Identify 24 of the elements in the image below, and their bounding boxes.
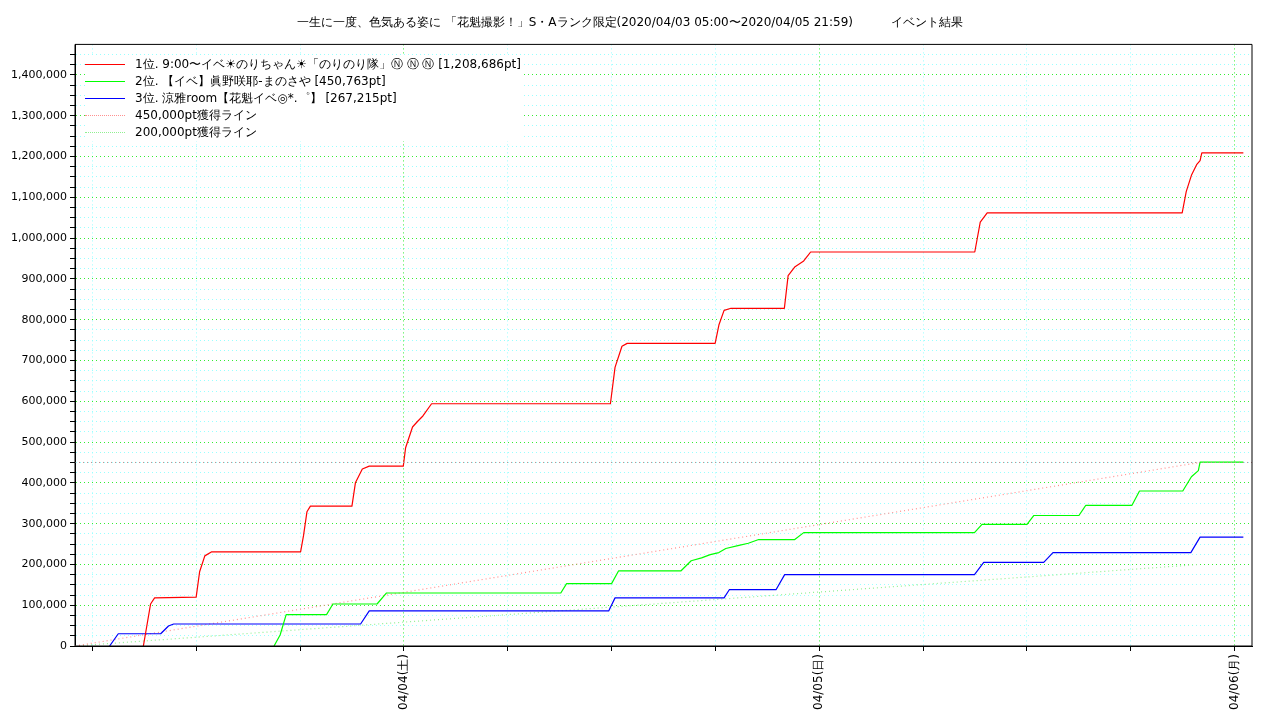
legend-label: 200,000pt獲得ライン: [135, 124, 257, 142]
x-tick-label: 04/06(月): [1226, 654, 1241, 710]
y-tick-label: 500,000: [21, 434, 67, 448]
chart-title: 一生に一度、色気ある姿に 「花魁撮影！」S・Aランク限定(2020/04/03 05:00〜2020/04/05 21:59) イベント結果: [296, 15, 964, 30]
y-tick-label: 700,000: [21, 353, 67, 367]
y-tick-label: 400,000: [21, 475, 67, 489]
y-tick-label: 1,200,000: [11, 149, 67, 163]
legend-label: 1位. 9:00〜イベ☀のりちゃん☀「のりのり隊」Ⓝ Ⓝ Ⓝ [1,208,686pt]: [135, 56, 521, 74]
y-tick-label: 1,100,000: [11, 190, 67, 204]
x-tick-label: 04/05(日): [811, 654, 826, 710]
y-tick-label: 200,000: [21, 557, 67, 571]
y-tick-label: 100,000: [21, 598, 67, 612]
legend-label: 450,000pt獲得ライン: [135, 107, 257, 125]
y-tick-label: 1,400,000: [11, 67, 67, 81]
y-tick-label: 800,000: [21, 312, 67, 326]
legend-label: 2位. 【イベ】眞野咲耶-まのさや [450,763pt]: [135, 73, 386, 91]
x-tick-label: 04/04(土): [395, 654, 410, 710]
y-tick-label: 1,300,000: [11, 108, 67, 122]
y-tick-label: 900,000: [21, 271, 67, 285]
y-tick-label: 0: [60, 638, 67, 652]
y-tick-label: 300,000: [21, 516, 67, 530]
y-tick-label: 1,000,000: [11, 230, 67, 244]
legend-label: 3位. 涼雅room【花魁イベ◎*.゜】 [267,215pt]: [135, 90, 397, 108]
y-tick-label: 600,000: [21, 394, 67, 408]
